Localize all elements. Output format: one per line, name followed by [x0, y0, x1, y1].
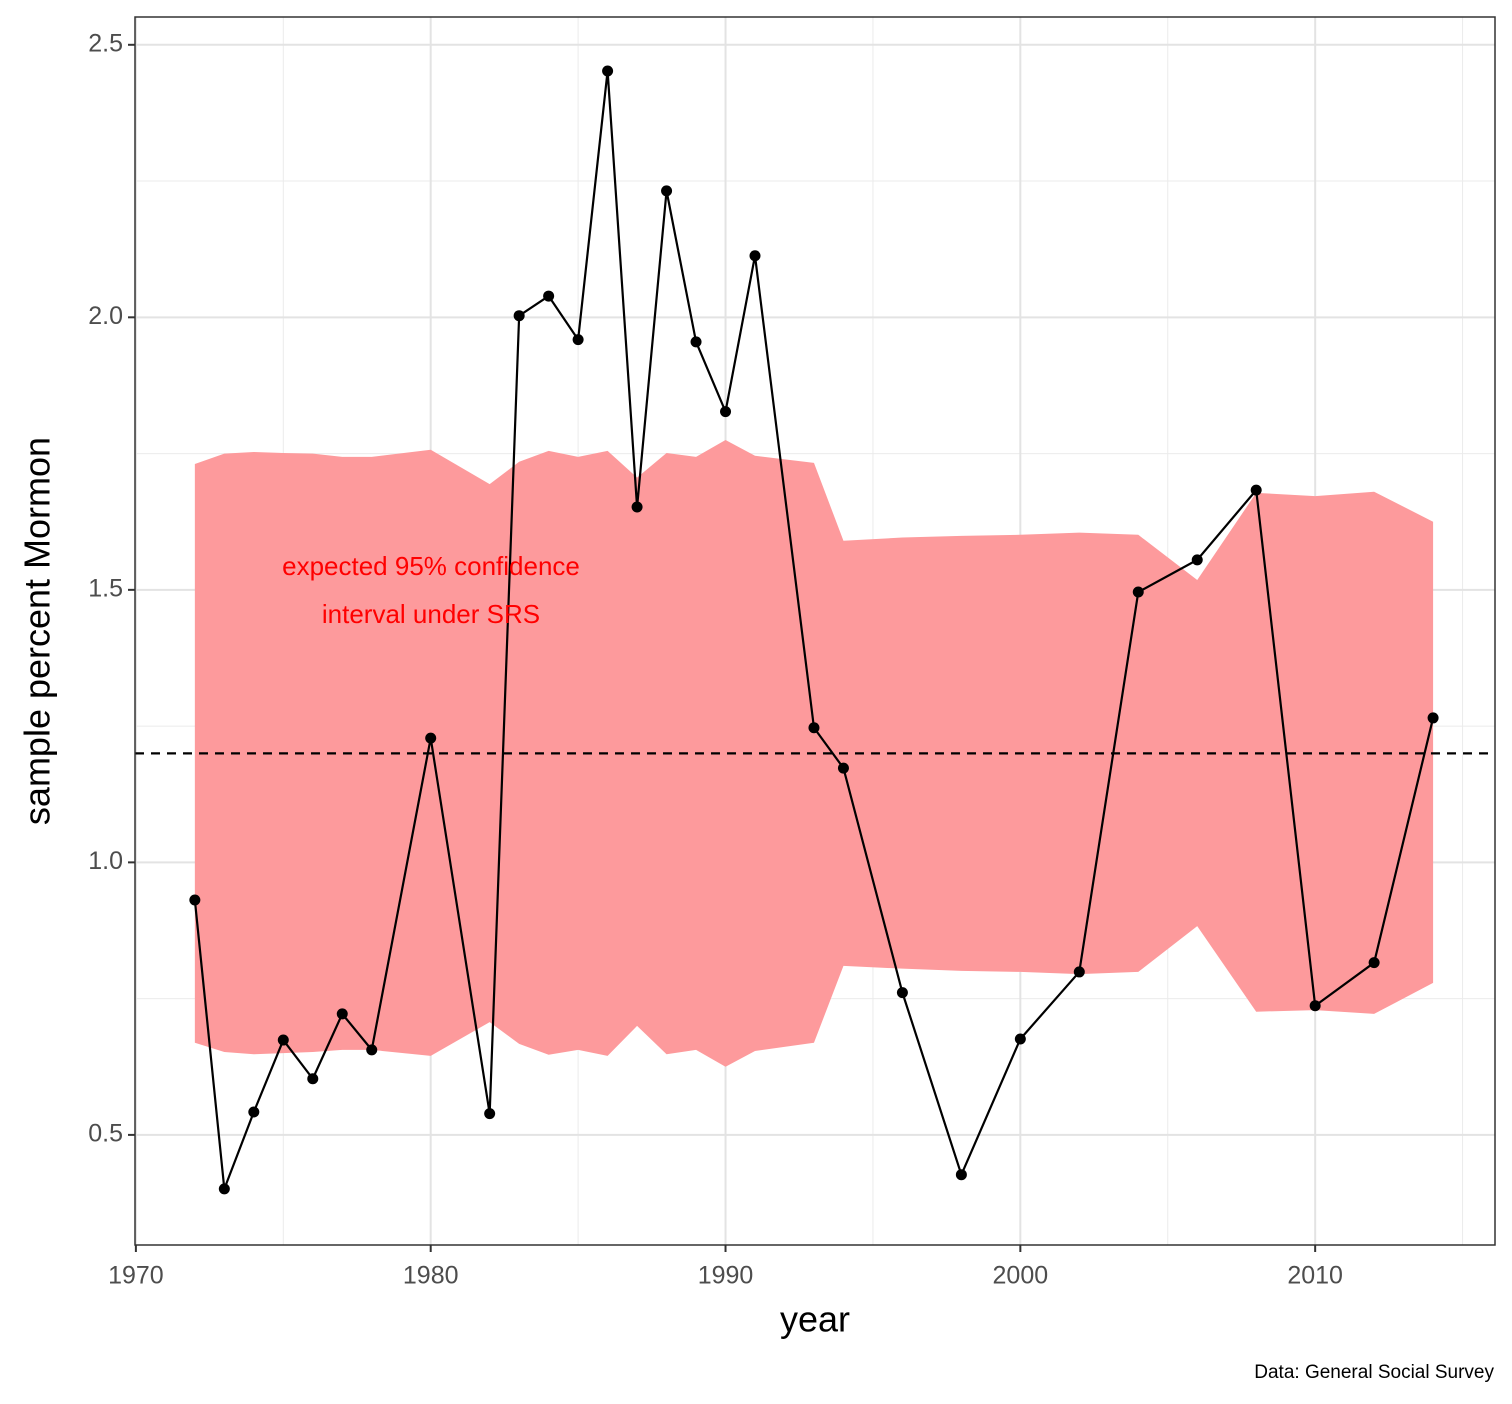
y-tick-label: 1.5 [88, 574, 123, 602]
data-point [336, 1008, 348, 1020]
data-point [896, 987, 908, 999]
data-point [513, 310, 525, 322]
y-tick-label: 2.0 [88, 302, 123, 330]
x-tick-label: 2000 [993, 1262, 1049, 1290]
data-point [631, 501, 643, 513]
data-point [720, 406, 732, 418]
data-point [1014, 1033, 1026, 1045]
data-line [193, 70, 1435, 1190]
data-point [484, 1108, 496, 1120]
caption: Data: General Social Survey [1254, 1362, 1494, 1383]
data-point [307, 1073, 319, 1085]
data-point [1427, 712, 1439, 724]
y-tick-label: 2.5 [88, 29, 123, 57]
data-point [1132, 586, 1144, 598]
data-point [749, 250, 761, 262]
annotation: interval under SRS [322, 599, 540, 629]
data-point [277, 1034, 289, 1046]
data-point [1073, 966, 1085, 978]
y-tick-label: 0.5 [88, 1120, 123, 1148]
x-tick-label: 1990 [698, 1262, 754, 1290]
data-point [543, 290, 555, 302]
x-tick-label: 1980 [403, 1262, 459, 1290]
data-point [366, 1044, 378, 1056]
data-point [690, 336, 702, 348]
annotation: expected 95% confidence [282, 551, 580, 581]
data-point [955, 1169, 967, 1181]
x-tick-label: 2010 [1287, 1262, 1343, 1290]
data-point [1250, 484, 1262, 496]
data-point [248, 1106, 260, 1118]
data-point [837, 762, 849, 774]
data-point [218, 1183, 230, 1195]
data-point [1368, 957, 1380, 969]
y-tick-label: 1.0 [88, 847, 123, 875]
data-point [1191, 554, 1203, 566]
data-point [661, 185, 673, 197]
data-point [572, 334, 584, 346]
data-point [808, 722, 820, 734]
data-point [1309, 1000, 1321, 1012]
data-point [602, 65, 614, 77]
data-point [425, 732, 437, 744]
panel-border [134, 16, 1496, 1246]
x-axis-title: year [780, 1299, 850, 1340]
y-axis-title: sample percent Mormon [17, 437, 58, 825]
x-tick-label: 1970 [108, 1262, 164, 1290]
data-point [189, 894, 201, 906]
